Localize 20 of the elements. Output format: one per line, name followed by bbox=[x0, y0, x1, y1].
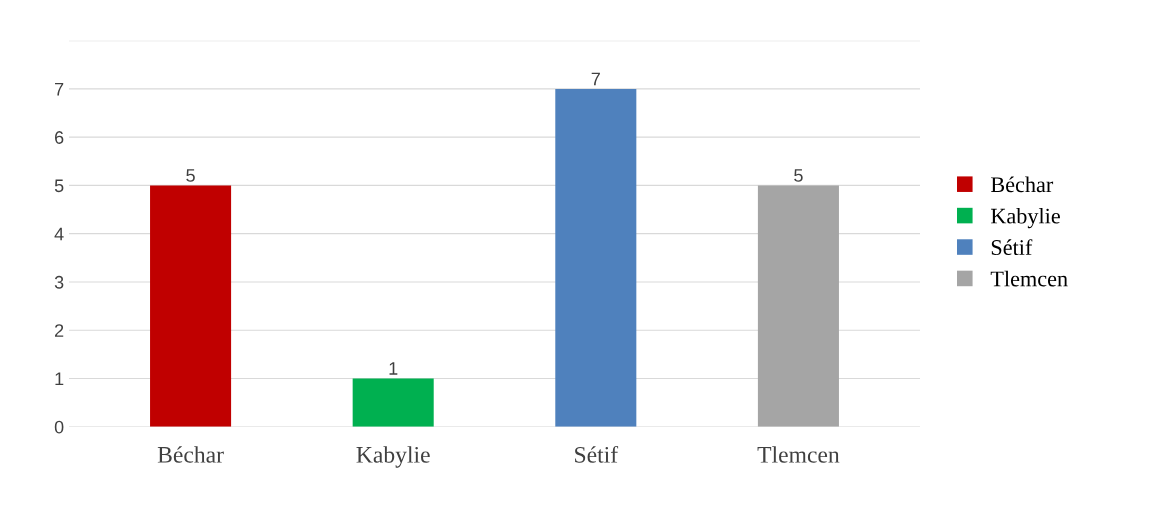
y-tick-label: 2 bbox=[55, 324, 64, 337]
y-tick-label: 6 bbox=[55, 131, 64, 144]
legend-label: Kabylie bbox=[990, 207, 1060, 229]
y-tick-label: 0 bbox=[54, 420, 64, 434]
legend-label: Sétif bbox=[991, 239, 1033, 256]
data-label: 5 bbox=[186, 169, 195, 182]
x-tick-label: Tlemcen bbox=[757, 446, 840, 463]
data-label: 7 bbox=[591, 72, 600, 86]
y-tick-label: 3 bbox=[54, 275, 64, 289]
legend-label: Tlemcen bbox=[990, 270, 1068, 287]
y-tick-label: 5 bbox=[54, 179, 64, 193]
y-tick-label: 7 bbox=[55, 83, 64, 96]
data-label: 5 bbox=[794, 169, 803, 182]
legend-label: Béchar bbox=[990, 176, 1054, 193]
y-tick-label: 4 bbox=[54, 227, 64, 241]
data-label: 1 bbox=[389, 362, 398, 375]
y-tick-label: 1 bbox=[55, 372, 64, 385]
x-tick-label: Sétif bbox=[575, 445, 619, 463]
x-tick-label: Kabylie bbox=[356, 446, 430, 468]
x-tick-label: Béchar bbox=[157, 446, 224, 463]
